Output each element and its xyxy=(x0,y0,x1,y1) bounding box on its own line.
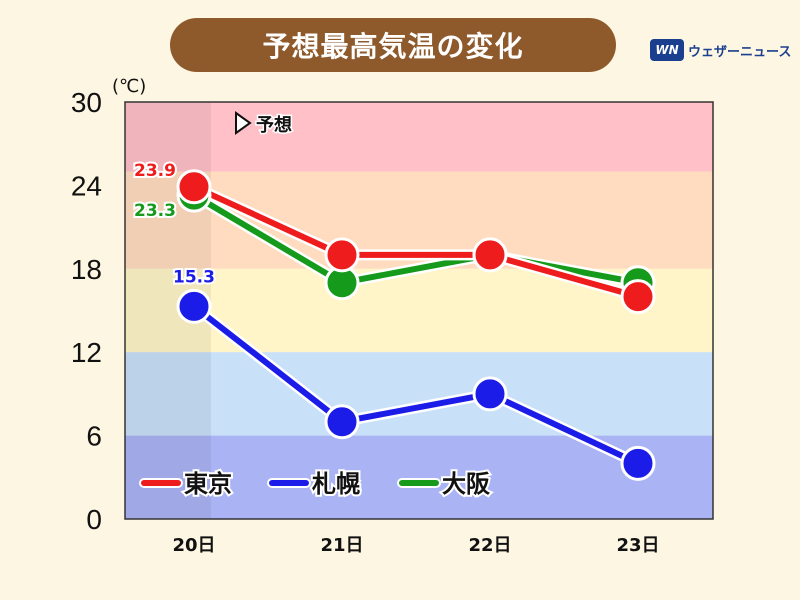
y-tick-label: 18 xyxy=(71,254,102,285)
data-point xyxy=(472,376,508,412)
weathernews-logo: WN ウェザーニュース xyxy=(650,36,791,64)
temp-band-0 xyxy=(125,102,713,172)
x-tick-label: 23日 xyxy=(616,535,659,556)
data-point xyxy=(176,288,212,324)
data-point xyxy=(472,237,508,273)
data-label: 23.9 xyxy=(134,161,176,181)
legend-label: 札幌 xyxy=(311,470,360,498)
data-point xyxy=(620,279,656,315)
x-tick-label: 21日 xyxy=(320,535,363,556)
series-line xyxy=(192,303,640,467)
plot-frame xyxy=(124,101,714,520)
forecast-triangle-icon xyxy=(235,111,252,135)
data-label: 15.3 xyxy=(173,267,215,287)
logo-mark: WN xyxy=(650,39,684,61)
y-tick-label: 0 xyxy=(86,504,102,535)
y-tick-label: 30 xyxy=(71,87,102,118)
forecast-label: 予想 xyxy=(256,114,292,136)
logo-text: ウェザーニュース xyxy=(688,44,792,60)
chart-title: 予想最高気温の変化 xyxy=(170,18,616,72)
legend-label: 東京 xyxy=(184,470,232,498)
data-point xyxy=(324,404,360,440)
x-tick-label: 20日 xyxy=(172,535,215,556)
y-tick-label: 12 xyxy=(71,337,102,368)
legend-label: 大阪 xyxy=(442,470,490,498)
series-line xyxy=(192,192,639,286)
x-tick-label: 22日 xyxy=(468,535,511,556)
data-point xyxy=(620,445,656,481)
temp-band-3 xyxy=(125,352,713,436)
series-line xyxy=(192,184,639,300)
data-point xyxy=(324,237,360,273)
data-label: 23.3 xyxy=(134,201,176,221)
y-unit-label: (℃) xyxy=(112,76,146,97)
y-tick-label: 6 xyxy=(86,421,102,452)
data-point xyxy=(176,169,212,205)
y-tick-label: 24 xyxy=(71,170,102,201)
